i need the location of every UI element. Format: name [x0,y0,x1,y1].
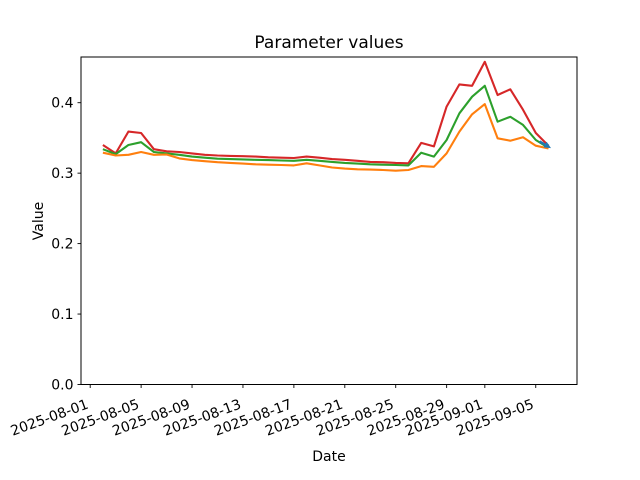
plot-area-border [80,56,578,385]
series-line-orange [102,103,549,172]
y-tick-label: 0.0 [51,378,73,394]
trend-arrow-head [543,141,551,149]
axes-layer: 0.00.10.20.30.42025-08-012025-08-052025-… [9,96,537,440]
y-tick-label: 0.2 [51,237,73,253]
x-axis-label: Date [312,449,345,465]
y-tick-label: 0.3 [51,166,73,182]
trend-arrow-tail [538,140,546,146]
y-tick-label: 0.1 [51,307,73,323]
trend-arrow-icon [538,140,551,149]
series-layer [102,60,551,172]
y-tick-label: 0.4 [51,96,73,112]
series-line-red [102,60,550,165]
chart-title: Parameter values [254,33,403,53]
series-line-green [102,84,550,167]
y-axis-label: Value [31,202,47,240]
